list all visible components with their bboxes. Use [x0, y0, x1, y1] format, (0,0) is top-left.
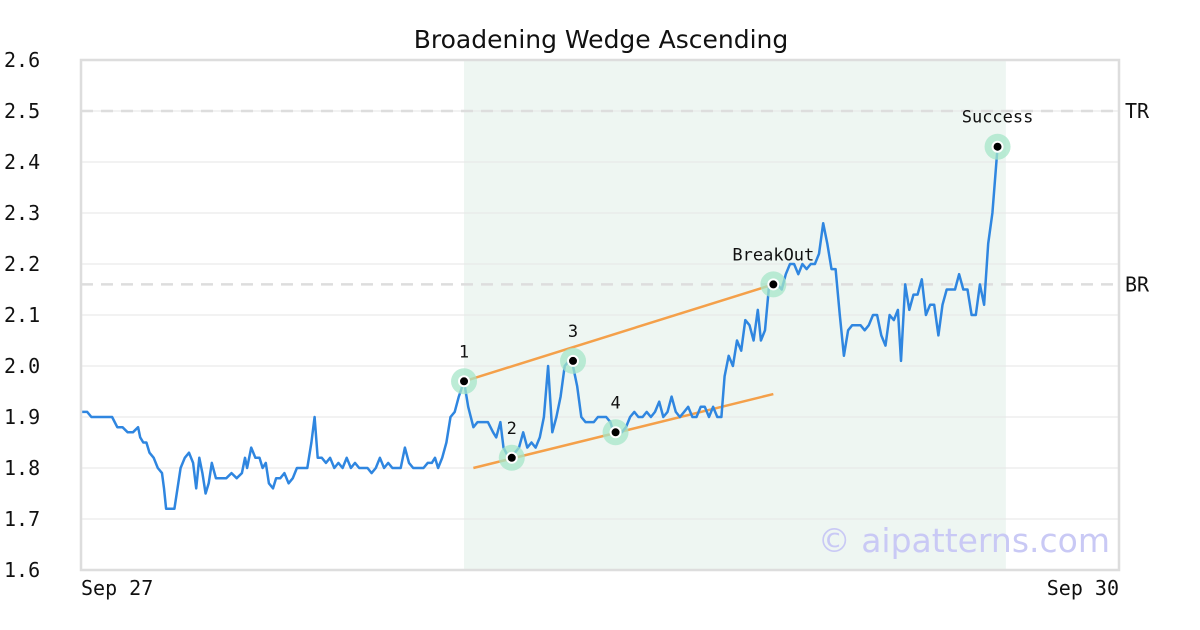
trendline-upper	[463, 283, 774, 383]
marker-dot	[767, 278, 780, 291]
annotation-label: 1	[459, 342, 469, 362]
y-tick-label: 1.9	[4, 405, 40, 429]
y-tick-label: 2.4	[4, 150, 40, 174]
annotation-label: 4	[610, 393, 620, 413]
series-line	[81, 146, 999, 511]
y-tick-label: 2.0	[4, 354, 40, 378]
level-lines	[81, 109, 1119, 286]
marker-dot	[458, 375, 471, 388]
y-tick-label: 1.7	[4, 507, 40, 531]
marker-dot	[609, 426, 622, 439]
marker-dot	[505, 451, 518, 464]
y-tick-label: 1.8	[4, 456, 40, 480]
level-label-tr: TR	[1125, 99, 1150, 123]
x-tick-label: Sep 30	[1047, 576, 1119, 600]
x-axis-ticks: Sep 27 Sep 30	[81, 576, 1119, 600]
chart-title: Broadening Wedge Ascending	[414, 25, 789, 54]
y-tick-label: 2.3	[4, 201, 40, 225]
plot-frame	[79, 58, 1121, 572]
y-tick-label: 2.2	[4, 252, 40, 276]
y-tick-label: 1.6	[4, 558, 40, 582]
y-axis-ticks: 1.6 1.7 1.8 1.9 2.0 2.1 2.2 2.3 2.4 2.5 2.6	[4, 48, 40, 582]
plot-border	[79, 58, 1121, 572]
watermark: © aipatterns.com	[818, 521, 1110, 560]
level-labels: TR BR	[1125, 99, 1150, 296]
pattern-points: 1 2 3 4 BreakOut Success	[451, 108, 1033, 471]
x-tick-label: Sep 27	[81, 576, 153, 600]
price-series	[81, 146, 999, 511]
y-tick-label: 2.5	[4, 99, 40, 123]
marker-dot	[567, 354, 580, 367]
level-label-br: BR	[1125, 272, 1150, 296]
annotation-label: 2	[507, 419, 517, 439]
marker-dot	[991, 140, 1004, 153]
y-tick-label: 2.1	[4, 303, 40, 327]
annotation-label: Success	[962, 108, 1034, 128]
annotation-label: BreakOut	[732, 245, 814, 265]
annotation-label: 3	[568, 322, 578, 342]
y-tick-label: 2.6	[4, 48, 40, 72]
